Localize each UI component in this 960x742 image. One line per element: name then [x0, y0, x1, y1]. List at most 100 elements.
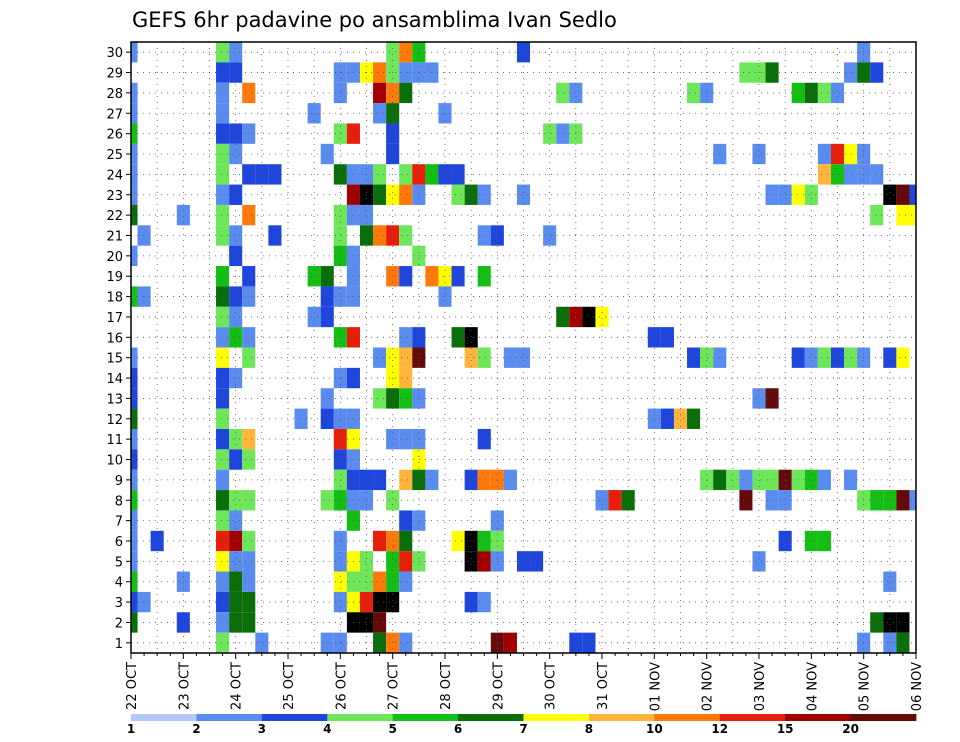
heatmap-cell: [216, 103, 230, 124]
heatmap-cell: [909, 184, 916, 205]
heatmap-cell: [242, 204, 256, 226]
heatmap-cell: [373, 103, 387, 124]
heatmap-cell: [359, 225, 374, 246]
heatmap-cell: [386, 347, 400, 368]
heatmap-cell: [216, 82, 230, 104]
heatmap-cell: [216, 306, 230, 328]
heatmap-cell: [320, 306, 334, 328]
heatmap-cell: [477, 551, 491, 572]
heatmap-cell: [477, 530, 491, 552]
heatmap-cell: [752, 469, 766, 491]
heatmap-cell: [373, 62, 387, 83]
heatmap-cell: [131, 347, 138, 368]
heatmap-cell: [412, 42, 426, 63]
heatmap-cell: [294, 408, 308, 429]
heatmap-cell: [216, 184, 230, 205]
heatmap-cell: [477, 428, 491, 450]
heatmap-cell: [242, 449, 256, 470]
heatmap-cell: [386, 42, 400, 63]
heatmap-cell: [216, 123, 230, 144]
heatmap-cell: [516, 551, 531, 572]
heatmap-cell: [131, 367, 138, 389]
heatmap-cell: [477, 266, 491, 287]
y-tick-label: 8: [115, 494, 123, 509]
heatmap-cell: [438, 286, 452, 307]
heatmap-cell: [373, 612, 387, 633]
heatmap-cell: [242, 428, 256, 450]
heatmap-cell: [373, 184, 387, 205]
heatmap-cell: [373, 530, 387, 552]
heatmap-cell: [595, 306, 609, 328]
heatmap-cell: [216, 571, 230, 592]
heatmap-cell: [333, 286, 347, 307]
heatmap-cell: [883, 184, 897, 205]
heatmap-cell: [131, 286, 138, 307]
heatmap-cell: [359, 612, 374, 633]
heatmap-cell: [229, 327, 243, 348]
heatmap-cell: [660, 408, 674, 429]
heatmap-cell: [765, 388, 779, 409]
heatmap-cell: [700, 82, 714, 104]
heatmap-cell: [399, 428, 413, 450]
heatmap-cell: [131, 103, 138, 124]
y-tick-label: 13: [106, 392, 123, 407]
x-tick-label: 27 OCT: [387, 662, 402, 710]
heatmap-cell: [621, 490, 635, 511]
heatmap-cell: [791, 184, 805, 205]
heatmap-cell: [673, 408, 688, 429]
heatmap-cell: [399, 469, 413, 491]
x-tick-label: 28 OCT: [439, 662, 454, 710]
heatmap-cell: [451, 164, 465, 185]
heatmap-cell: [503, 469, 517, 491]
colorbar-label: 12: [711, 722, 728, 736]
heatmap-cell: [660, 327, 674, 348]
heatmap-cell: [399, 388, 413, 409]
colorbar-swatch: [523, 714, 590, 721]
heatmap-cell: [216, 62, 230, 83]
heatmap-cell: [320, 286, 334, 307]
heatmap-cell: [464, 551, 478, 572]
y-tick-label: 22: [106, 209, 123, 224]
heatmap-cells: [131, 42, 916, 653]
heatmap-cell: [359, 591, 374, 613]
heatmap-cell: [556, 82, 570, 104]
x-tick-label: 23 OCT: [177, 662, 192, 710]
heatmap-cell: [320, 408, 334, 429]
heatmap-cell: [595, 490, 609, 511]
heatmap-cell: [229, 245, 243, 267]
heatmap-cell: [229, 225, 243, 246]
heatmap-cell: [216, 367, 230, 389]
y-tick-label: 17: [106, 311, 123, 326]
heatmap-cell: [216, 530, 230, 552]
heatmap-cell: [242, 591, 256, 613]
colorbar-swatch: [654, 714, 721, 721]
colorbar-swatch: [261, 714, 328, 721]
heatmap-cell: [216, 164, 230, 185]
heatmap-cell: [399, 510, 413, 531]
heatmap-cell: [333, 408, 347, 429]
heatmap-cell: [739, 469, 753, 491]
heatmap-cell: [229, 184, 243, 205]
y-tick-label: 23: [106, 189, 123, 204]
chart-title: GEFS 6hr padavine po ansamblima Ivan Sed…: [132, 8, 617, 32]
colorbar-label: 15: [777, 722, 794, 736]
heatmap-cell: [883, 347, 897, 368]
heatmap-cell: [883, 571, 897, 592]
heatmap-cell: [464, 327, 478, 348]
y-tick-label: 5: [115, 555, 123, 570]
heatmap-cell: [687, 408, 701, 429]
colorbar-swatch: [131, 714, 197, 721]
heatmap-cell: [870, 612, 884, 633]
heatmap-cell: [896, 204, 910, 226]
heatmap-cell: [242, 164, 256, 185]
y-tick-label: 1: [115, 637, 123, 652]
heatmap-cell: [647, 327, 661, 348]
heatmap-cell: [765, 490, 779, 511]
colorbar-label: 4: [323, 722, 331, 736]
heatmap-cell: [216, 490, 230, 511]
heatmap-cell: [752, 143, 766, 165]
heatmap-cell: [176, 204, 190, 226]
heatmap-cell: [817, 347, 831, 368]
heatmap-cell: [896, 347, 910, 368]
heatmap-cell: [373, 225, 387, 246]
